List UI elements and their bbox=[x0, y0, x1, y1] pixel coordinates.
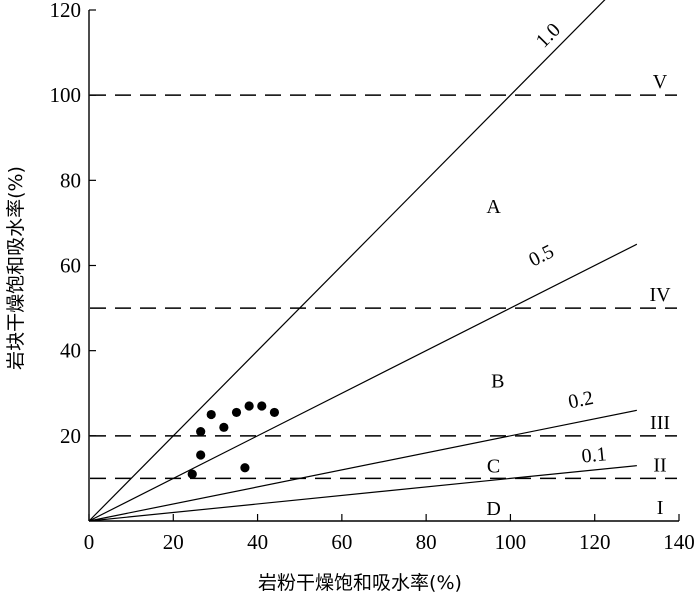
y-tick-label: 120 bbox=[50, 0, 82, 22]
data-point bbox=[196, 426, 206, 437]
x-tick-label: 140 bbox=[663, 530, 695, 554]
data-point bbox=[196, 450, 206, 460]
reference-lines bbox=[90, 94, 677, 480]
x-tick-label: 40 bbox=[247, 530, 268, 554]
region-label: A bbox=[486, 196, 501, 218]
ratio-lines bbox=[88, 0, 638, 522]
ratio-line-0-5 bbox=[88, 243, 638, 522]
reference-label: I bbox=[657, 497, 664, 519]
reference-label: III bbox=[650, 412, 670, 434]
ratio-label: 0.5 bbox=[525, 240, 557, 271]
data-point bbox=[219, 422, 229, 432]
region-label: B bbox=[491, 370, 504, 392]
x-tick-label: 80 bbox=[416, 530, 437, 554]
x-tick-label: 0 bbox=[84, 530, 95, 554]
data-point bbox=[206, 409, 216, 420]
reference-label: V bbox=[653, 71, 668, 93]
x-tick-label: 100 bbox=[495, 530, 527, 554]
data-point bbox=[269, 407, 280, 418]
data-point bbox=[240, 463, 250, 473]
ratio-label: 0.2 bbox=[566, 387, 595, 414]
y-tick-label: 20 bbox=[60, 424, 81, 448]
y-tick-label: 60 bbox=[60, 254, 81, 278]
y-tick-label: 80 bbox=[60, 168, 81, 192]
region-label: C bbox=[487, 456, 500, 478]
x-tick-label: 60 bbox=[331, 530, 352, 554]
y-tick-label: 100 bbox=[50, 83, 82, 107]
x-tick-label: 120 bbox=[579, 530, 611, 554]
x-tick-label: 20 bbox=[163, 530, 184, 554]
data-point bbox=[244, 401, 254, 411]
data-points bbox=[187, 401, 280, 479]
data-point bbox=[231, 407, 242, 418]
y-axis-title: 岩块干燥饱和吸水率(%) bbox=[5, 166, 27, 370]
ratio-line-0-2 bbox=[88, 409, 637, 522]
ratio-label: 1.0 bbox=[532, 19, 565, 52]
x-axis-title: 岩粉干燥饱和吸水率(%) bbox=[258, 572, 462, 594]
region-label: D bbox=[486, 498, 500, 520]
axes: 0 20 40 60 80 100 120 140 20 40 60 80 100 120 bbox=[50, 0, 695, 554]
y-tick-label: 40 bbox=[60, 339, 81, 363]
data-point bbox=[187, 469, 197, 479]
data-point bbox=[257, 401, 267, 411]
reference-label: IV bbox=[649, 284, 671, 306]
ratio-line-1-0 bbox=[88, 0, 606, 522]
ratio-label: 0.1 bbox=[581, 443, 608, 467]
reference-label: II bbox=[653, 454, 666, 476]
ratio-line-0-1 bbox=[88, 465, 637, 522]
